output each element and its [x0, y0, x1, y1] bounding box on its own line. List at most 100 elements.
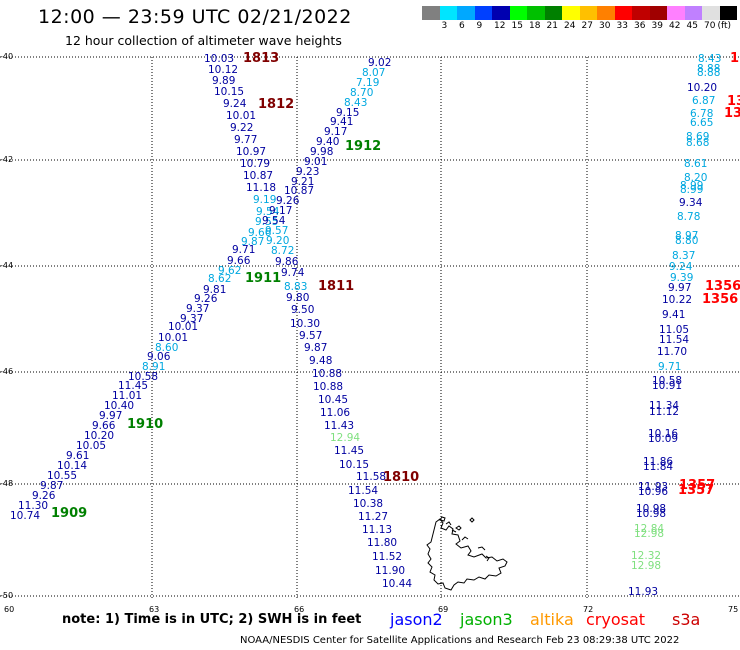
pass-id-label: 1912	[345, 139, 382, 154]
satellite-jason2: jason2	[390, 610, 443, 629]
wave-height-label: 9.66	[92, 420, 116, 432]
legend-value: 36	[634, 21, 646, 31]
wave-height-label: 9.50	[291, 304, 315, 316]
wave-height-label: 9.21	[291, 176, 315, 188]
wave-height-label: 11.30	[18, 500, 49, 512]
wave-height-label: 9.22	[230, 122, 254, 134]
wave-height-label: 10.38	[353, 498, 384, 510]
wave-height-label: 9.54	[256, 206, 280, 218]
wave-height-label: 9.26	[194, 293, 218, 305]
pass-id-label: 1356	[705, 279, 740, 294]
lat-lon-grid	[0, 56, 740, 600]
wave-height-label: 8.43	[344, 97, 368, 109]
wave-height-label: 11.43	[324, 420, 355, 432]
wave-height-label: 9.20	[266, 235, 290, 247]
page-subtitle: 12 hour collection of altimeter wave hei…	[65, 33, 342, 48]
wave-height-label: 12.94	[330, 432, 361, 444]
wave-height-label: 10.44	[382, 578, 413, 590]
wave-height-label: 8.83	[284, 281, 308, 293]
wave-height-label: 9.57	[265, 225, 289, 237]
wave-height-label: 9.66	[227, 255, 251, 267]
pass-id-label: 1813	[243, 51, 280, 66]
wave-height-label: 8.99	[680, 184, 704, 196]
wave-height-label: 12.84	[634, 523, 665, 535]
legend-swatch	[649, 6, 667, 20]
legend-swatch	[614, 6, 632, 20]
wave-height-label: 9.24	[669, 261, 693, 273]
wave-height-label: 8.37	[672, 250, 696, 262]
pass-id-label: 13	[724, 106, 740, 121]
satellite-altika: altika	[530, 610, 574, 629]
wave-height-label: 9.86	[275, 256, 299, 268]
wave-height-label: 9.24	[223, 98, 247, 110]
credit-line: NOAA/NESDIS Center for Satellite Applica…	[240, 635, 680, 646]
legend-swatch	[702, 6, 720, 20]
wave-height-label: 11.54	[659, 334, 690, 346]
wave-height-label: 9.77	[234, 134, 258, 146]
wave-height-label: 8.88	[697, 63, 721, 75]
wave-height-label: 10.87	[284, 185, 315, 197]
pass-id-label: 1357	[678, 483, 715, 498]
wave-height-label: 10.05	[76, 440, 107, 452]
legend-swatch	[544, 6, 562, 20]
wave-height-label: 9.54	[262, 215, 286, 227]
coastline	[439, 516, 446, 522]
wave-height-label: 9.26	[276, 195, 300, 207]
legend-swatch	[562, 6, 580, 20]
wave-height-label: 9.23	[296, 166, 320, 178]
legend-swatch	[684, 6, 702, 20]
wave-height-label: 10.58	[128, 371, 159, 383]
wave-height-label: 9.97	[668, 282, 692, 294]
wave-height-label: 9.40	[316, 136, 340, 148]
wave-height-label: 8.69	[686, 131, 710, 143]
page-title: 12:00 — 23:59 UTC 02/21/2022	[38, 6, 352, 28]
wave-height-label: 10.98	[636, 508, 667, 520]
wave-height-label: 10.01	[226, 110, 257, 122]
wave-height-label: 6.65	[690, 117, 714, 129]
pass-id-label: 1812	[258, 97, 295, 112]
wave-height-label: 11.90	[375, 565, 406, 577]
coastline	[477, 546, 490, 562]
wave-height-label: 9.55	[255, 216, 279, 228]
wave-height-label: 11.34	[649, 400, 680, 412]
wave-height-label: 9.37	[180, 313, 204, 325]
legend-swatch	[422, 6, 440, 20]
wave-height-label: 10.40	[104, 400, 135, 412]
wave-height-label: 8.70	[350, 87, 374, 99]
wave-height-label: 9.34	[679, 197, 703, 209]
wave-height-label: 10.88	[312, 368, 343, 380]
wave-height-label: 6.78	[690, 108, 714, 120]
wave-height-label: 8.97	[675, 230, 699, 242]
wave-height-label: 9.37	[186, 303, 210, 315]
wave-height-label: 11.52	[372, 551, 403, 563]
wave-height-label: 10.88	[313, 381, 344, 393]
lon-label: 60	[4, 605, 15, 614]
wave-height-label: 10.97	[236, 146, 267, 158]
legend-swatch	[579, 6, 597, 20]
wave-height-label: 11.93	[638, 481, 669, 493]
wave-height-label: 9.87	[241, 236, 265, 248]
legend-value: 6	[459, 21, 465, 31]
satellite-jason3: jason3	[460, 610, 513, 629]
wave-height-label: 12.32	[631, 550, 662, 562]
legend-value: 3	[441, 21, 448, 31]
wave-height-label: 8.43	[698, 53, 722, 65]
wave-height-label: 11.84	[643, 461, 674, 473]
lat-label: -48	[0, 479, 14, 488]
wave-height-label: 9.80	[286, 292, 310, 304]
legend-value: 24	[564, 21, 576, 31]
wave-height-label: 10.15	[339, 459, 370, 471]
wave-height-label: 9.48	[309, 355, 333, 367]
wave-height-label: 11.58	[356, 471, 387, 483]
lon-label: 63	[149, 605, 160, 614]
wave-height-label: 8.88	[697, 67, 721, 79]
wave-height-label: 11.45	[334, 445, 365, 457]
wave-height-label: 8.78	[677, 211, 701, 223]
legend-swatch	[632, 6, 650, 20]
wave-height-label: 9.39	[670, 272, 694, 284]
wave-height-label: 10.12	[208, 64, 239, 76]
legend-value: 39	[651, 21, 663, 31]
island-outline	[426, 516, 508, 591]
legend-value: 12	[494, 21, 506, 31]
